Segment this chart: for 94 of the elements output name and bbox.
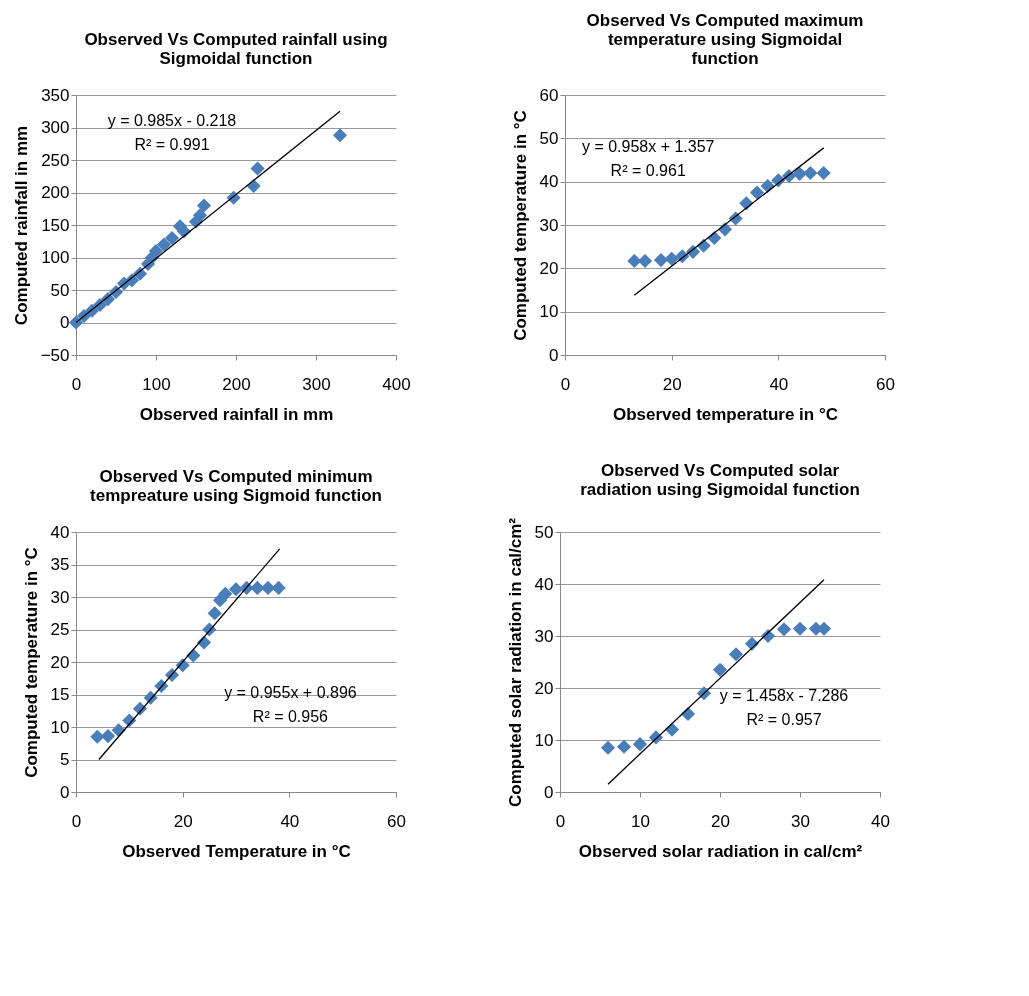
x-tick-label: 30: [791, 811, 810, 831]
y-tick-label: 50: [534, 522, 554, 542]
point: [90, 729, 105, 744]
x-tick-label: 200: [222, 374, 251, 394]
point: [192, 208, 208, 223]
y-tick-label: 30: [534, 626, 554, 646]
point: [632, 737, 648, 752]
y-tick-label: 30: [50, 587, 70, 607]
y-tick-label: 30: [539, 215, 559, 235]
y-tick-label: 50: [539, 128, 559, 148]
x-tick-label: 60: [876, 374, 895, 394]
x-tick-label: 20: [173, 811, 193, 831]
x-tick-label: 40: [769, 374, 789, 394]
point: [792, 621, 808, 636]
point: [653, 253, 669, 268]
annotation: y = 0.958x + 1.357: [581, 138, 715, 155]
y-tick-label: 0: [549, 345, 559, 365]
x-tick-label: 20: [662, 374, 682, 394]
point: [816, 165, 831, 181]
point: [728, 647, 744, 662]
x-tick-label: 10: [631, 811, 650, 831]
point: [260, 580, 276, 595]
y-axis-title: Computed solar radiation in cal/cm²: [505, 517, 525, 808]
y-tick-label: 60: [539, 85, 559, 105]
annotation: y = 0.985x - 0.218: [107, 112, 237, 129]
x-axis-title: Observed rainfall in mm: [139, 404, 334, 424]
point: [228, 582, 244, 597]
point: [600, 740, 616, 755]
y-tick-label: 40: [50, 522, 70, 542]
x-tick-label: 100: [142, 374, 171, 394]
point: [803, 165, 818, 181]
annotation: R² = 0.957: [746, 710, 822, 728]
annotation: R² = 0.991: [134, 136, 210, 153]
y-tick-label: 0: [544, 782, 554, 802]
point: [196, 198, 212, 213]
y-tick-label: 10: [539, 302, 559, 322]
point: [332, 128, 348, 143]
y-tick-label: 5: [60, 750, 70, 769]
chart-title: Observed Vs Computed minimum tempreature using Sigmoid function: [90, 467, 382, 505]
y-tick-label: 50: [50, 280, 70, 300]
annotation: y = 0.955x + 0.896: [224, 684, 357, 702]
point: [100, 729, 116, 744]
y-tick-label: 40: [539, 172, 559, 192]
point: [664, 251, 679, 266]
point: [250, 161, 265, 176]
point: [218, 586, 233, 601]
point: [250, 580, 265, 595]
y-tick-label: 20: [534, 678, 554, 698]
point: [637, 253, 653, 269]
point: [207, 606, 222, 621]
chart-title: Observed Vs Computed solar radiation using Sigmoidal function: [580, 461, 860, 500]
y-tick-label: 100: [41, 248, 70, 267]
x-tick-label: 400: [382, 374, 411, 394]
y-tick-label: 40: [534, 574, 554, 594]
point: [616, 739, 632, 754]
y-tick-label: 20: [539, 258, 559, 278]
x-tick-label: 40: [871, 811, 890, 831]
point: [792, 166, 807, 181]
x-tick-label: 300: [302, 374, 331, 394]
y-axis-title: Computed rainfall in mm: [11, 125, 31, 326]
point: [156, 237, 172, 252]
y-tick-label: −50: [40, 345, 70, 365]
y-tick-label: 350: [41, 85, 70, 105]
y-tick-label: 15: [50, 685, 70, 704]
point: [776, 622, 792, 637]
y-tick-label: 10: [534, 730, 554, 750]
y-tick-label: 300: [41, 118, 70, 137]
y-axis-title: Computed temperature in °C: [510, 110, 530, 341]
y-tick-label: 35: [50, 555, 70, 574]
y-tick-label: 200: [41, 183, 70, 202]
x-axis-title: Observed temperature in °C: [612, 404, 839, 424]
y-tick-label: 250: [41, 150, 70, 170]
point: [712, 662, 728, 677]
point: [749, 185, 765, 200]
y-tick-label: 0: [60, 782, 70, 802]
x-tick-label: 20: [711, 811, 730, 831]
x-axis-title: Observed Temperature in °C: [122, 841, 351, 861]
point: [68, 315, 84, 330]
x-tick-label: 60: [387, 811, 406, 831]
x-tick-label: 40: [280, 811, 300, 831]
y-tick-label: 20: [50, 652, 70, 672]
chart-title: Observed Vs Computed rainfall using Sigmoidal function: [84, 30, 388, 68]
y-axis-title: Computed temperature in °C: [21, 547, 41, 778]
x-axis-title: Observed solar radiation in cal/cm²: [578, 841, 863, 861]
y-tick-label: 150: [41, 215, 70, 235]
y-tick-label: 25: [50, 620, 70, 639]
chart-title: Observed Vs Computed maximum temperature using Sigmoidal function: [586, 11, 864, 68]
y-tick-label: 0: [60, 313, 70, 332]
point: [164, 230, 180, 246]
y-tick-label: 10: [50, 717, 70, 737]
annotation: R² = 0.956: [252, 708, 329, 726]
annotation: R² = 0.961: [610, 162, 686, 179]
annotation: y = 1.458x - 7.286: [719, 686, 849, 704]
point: [271, 580, 286, 595]
